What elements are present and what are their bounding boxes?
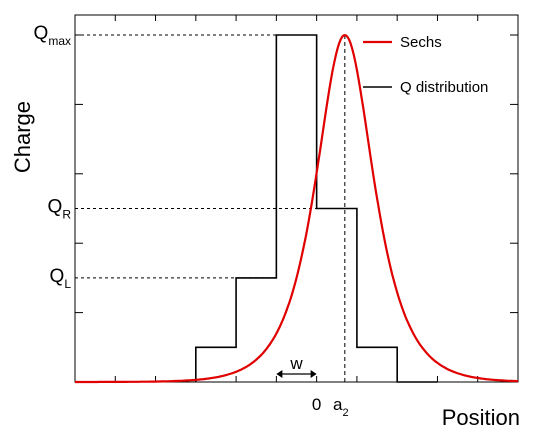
level-label: QR — [48, 197, 72, 222]
x-tick-label: 0 — [312, 395, 321, 414]
sechs-series — [75, 34, 519, 384]
legend-label: Sechs — [400, 34, 442, 51]
width-arrow-head-left — [276, 370, 283, 378]
series-group — [75, 34, 519, 384]
level-label: Qmax — [34, 23, 71, 48]
legend-label: Q distribution — [400, 79, 488, 96]
width-arrow-head-right — [310, 370, 317, 378]
x-tick-label: a2 — [333, 395, 349, 419]
x-axis-label: Position — [442, 405, 520, 430]
annotations: w — [276, 354, 317, 378]
plot-frame — [74, 14, 519, 383]
y-axis-label: Charge — [10, 101, 35, 173]
axis-ticks — [74, 15, 519, 383]
legend: Sechs Q distribution — [363, 34, 488, 96]
axis-labels: Charge Position — [10, 101, 520, 430]
width-label: w — [289, 354, 303, 373]
q-distribution-series — [195, 34, 438, 383]
guide-lines: Qmax QR QL 0 a2 — [34, 23, 349, 419]
level-label: QL — [50, 266, 72, 291]
